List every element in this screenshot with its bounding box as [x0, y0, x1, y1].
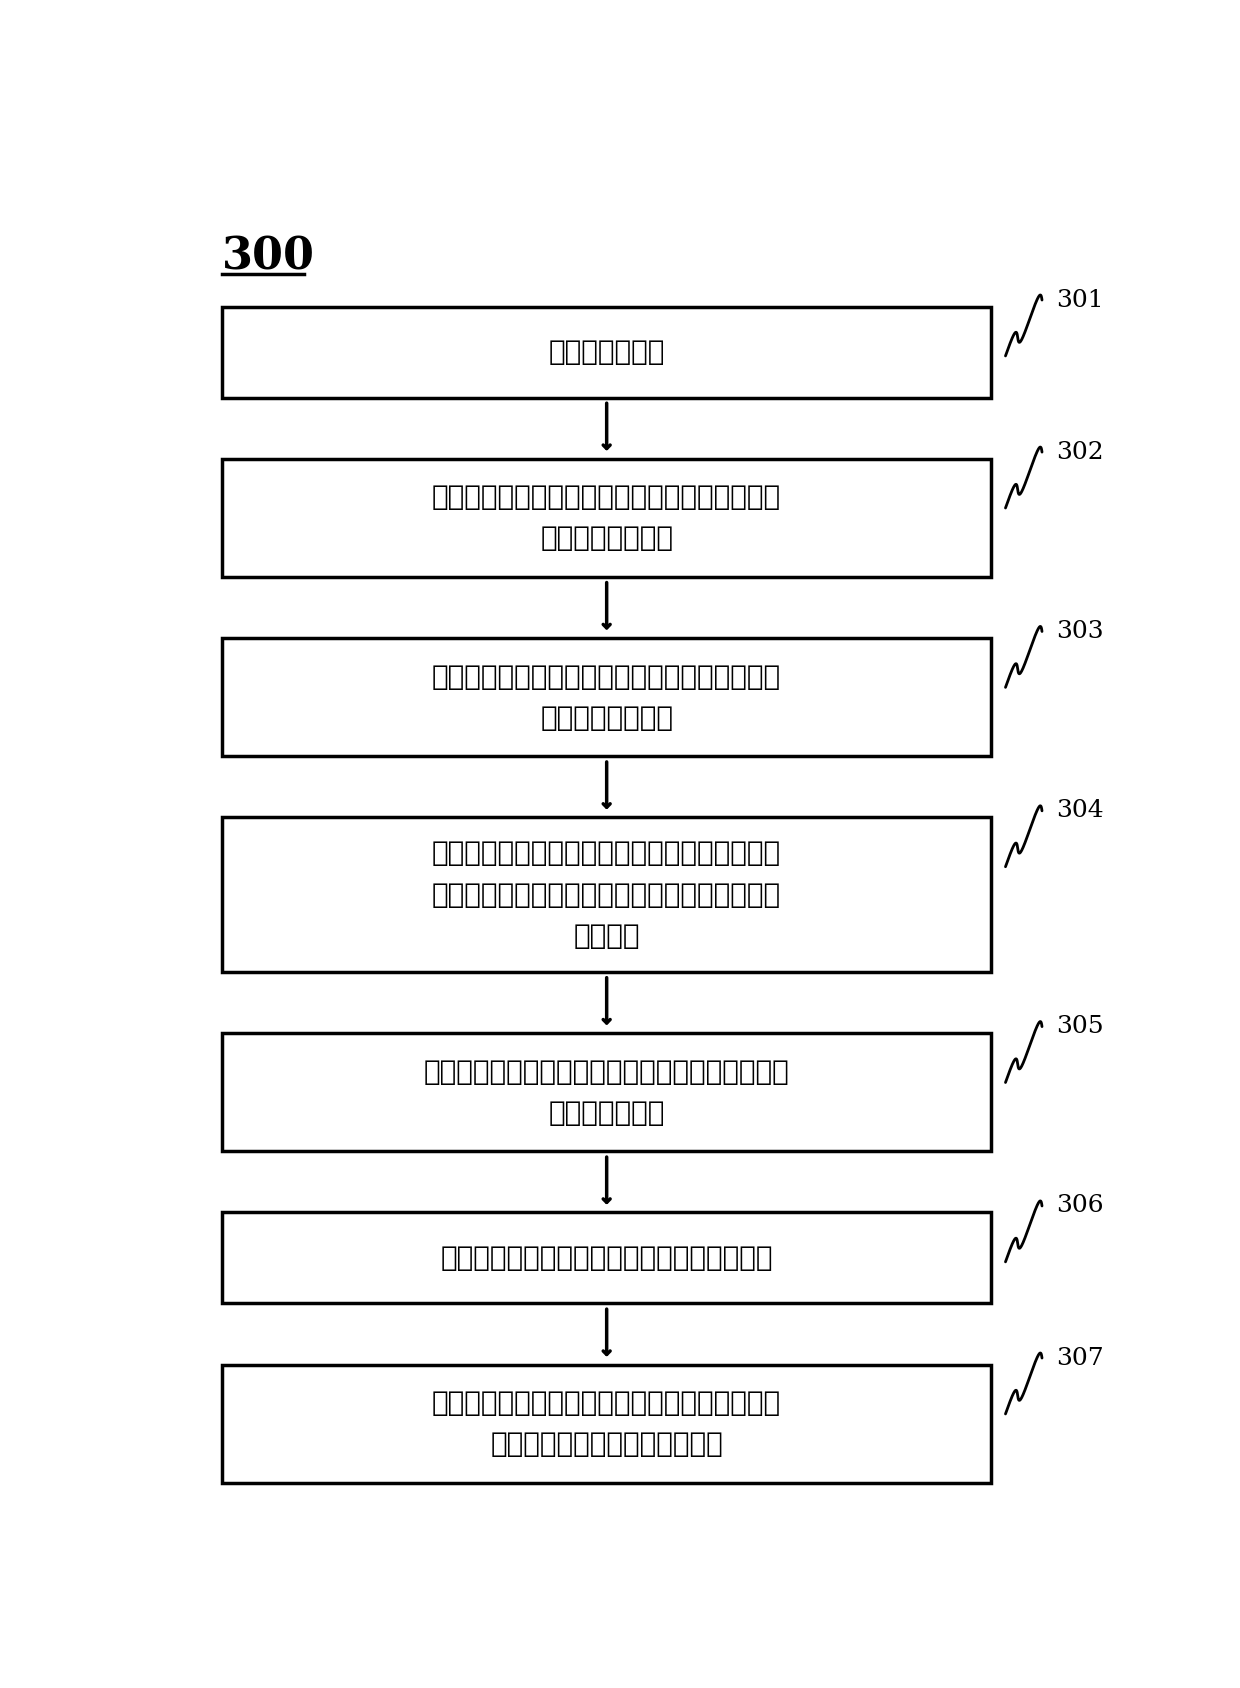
Text: 304: 304	[1056, 800, 1104, 822]
Text: 307: 307	[1056, 1347, 1104, 1369]
Text: 303: 303	[1056, 619, 1104, 643]
Text: 基于所述校正表，确定对应于第一焦点位置的第
三探测器响应，和对应于第二焦点位置的第四探
测器响应: 基于所述校正表，确定对应于第一焦点位置的第 三探测器响应，和对应于第二焦点位置的…	[432, 839, 781, 950]
Text: 301: 301	[1056, 289, 1104, 312]
Text: 对目标物体进行扫描，获取对应于第二焦点位置
的第二探测器响应: 对目标物体进行扫描，获取对应于第二焦点位置 的第二探测器响应	[432, 662, 781, 731]
Bar	[222, 1033, 991, 1151]
Text: 305: 305	[1056, 1014, 1104, 1038]
Text: 基于校正后的第一探测器响应和所述第二探测器
响应，得到目标物体的成像数据: 基于校正后的第一探测器响应和所述第二探测器 响应，得到目标物体的成像数据	[432, 1389, 781, 1458]
Bar	[222, 1212, 991, 1303]
Bar	[222, 459, 991, 577]
Text: 300: 300	[222, 235, 315, 279]
Text: 获取一个校正表: 获取一个校正表	[548, 338, 665, 366]
Bar	[222, 817, 991, 972]
Text: 对参考对象进行扫描，获取对应于第一焦点位置
的第一探测器响应: 对参考对象进行扫描，获取对应于第一焦点位置 的第一探测器响应	[432, 483, 781, 552]
Text: 基于所述校正值，对第一探测器响应进行校正: 基于所述校正值，对第一探测器响应进行校正	[440, 1244, 773, 1273]
Text: 306: 306	[1056, 1195, 1104, 1217]
Bar	[222, 307, 991, 397]
Bar	[222, 638, 991, 756]
Bar	[222, 1364, 991, 1482]
Text: 基于所述第三探测器响应和所述第四探测器响应，
确定一个校正值: 基于所述第三探测器响应和所述第四探测器响应， 确定一个校正值	[424, 1058, 790, 1128]
Text: 302: 302	[1056, 441, 1104, 464]
